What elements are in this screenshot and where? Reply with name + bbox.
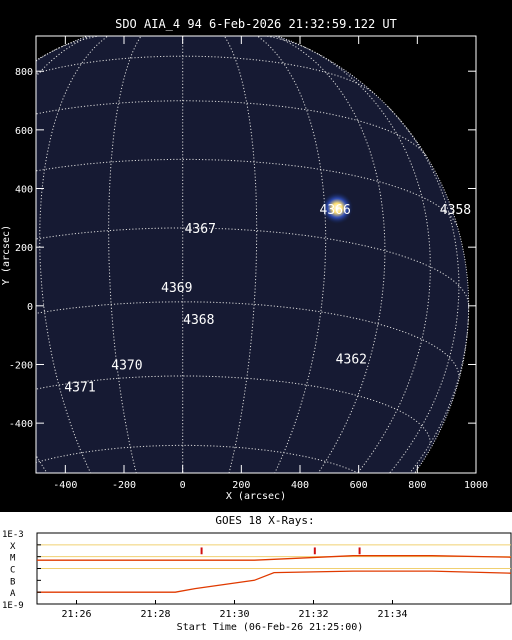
goes-y-tick-label: X [10,542,16,552]
y-tick-label: 800 [15,67,33,78]
goes-y-tick-label: C [10,566,15,576]
solar-title: SDO AIA_4 94 6-Feb-2026 21:32:59.122 UT [115,17,397,31]
goes-event-markers [200,547,361,555]
goes-panel: GOES 18 X-Rays: 1E-3 X M C B A 1E-9 21:26 21:28 2… [0,512,512,640]
longitude-line [108,36,142,473]
y-axis-label: Y (arcsec) [1,225,12,285]
longitude-line [306,47,431,473]
active-region-label: 4368 [183,313,214,328]
x-tick-label: 1000 [464,480,488,491]
goes-y-tick-label: 1E-3 [2,530,24,540]
active-region-label: 4370 [111,358,142,373]
y-tick-label: 400 [15,185,33,196]
active-region-label: 4367 [185,222,216,237]
goes-y-tick-label: 1E-9 [2,601,24,611]
goes-x-tick-label: 21:32 [298,609,328,620]
goes-class-gridlines [37,544,511,569]
goes-x-tick-label: 21:34 [377,609,407,620]
longitude-line [223,36,258,473]
active-region-brightening [321,192,354,225]
y-tick-label: -400 [9,419,33,430]
goes-title: GOES 18 X-Rays: [215,514,314,527]
x-tick-label: 200 [232,480,250,491]
goes-x-tick-label: 21:30 [219,609,249,620]
xray-flux-curve [37,570,512,593]
solar-axes: -400 -200 0 200 400 600 800 1000 800 600 400 200 0 -2… [9,36,488,491]
longitude-line [39,36,109,473]
goes-x-tick-label: 21:28 [140,609,170,620]
active-region-label: 4371 [64,380,95,395]
longitude-line [273,36,386,473]
x-axis-label: X (arcsec) [226,491,286,502]
longitude-line [409,305,470,473]
x-tick-label: 600 [350,480,368,491]
active-region-label: 4366 [320,203,351,218]
active-region-labels: 4366 4358 4367 4369 4368 4362 4370 4371 [64,203,471,395]
goes-y-tick-label: B [10,577,15,587]
latitude-line [40,505,326,512]
active-region-label: 4369 [161,281,192,296]
goes-x-tick-label: 21:26 [61,609,91,620]
plot-frame [35,35,477,474]
goes-y-tick-label: M [10,554,16,564]
y-tick-label: 600 [15,126,33,137]
x-tick-label: -400 [53,480,77,491]
x-tick-label: 400 [291,480,309,491]
longitude-line [387,106,460,473]
y-tick-label: 200 [15,243,33,254]
goes-x-label: Start Time (06-Feb-26 21:25:00) [177,622,364,633]
x-tick-label: 800 [408,480,426,491]
x-tick-label: 0 [180,480,186,491]
y-tick-label: -200 [9,360,33,371]
x-tick-label: -200 [112,480,136,491]
goes-y-tick-label: A [10,589,16,599]
active-region-label: 4362 [336,353,367,368]
active-region-label: 4358 [440,203,471,218]
xray-flux-curve [37,555,512,561]
y-tick-label: 0 [27,302,33,313]
latitude-line [58,36,307,49]
solar-image-plot: SDO AIA_4 94 6-Feb-2026 21:32:59.122 UT … [1,17,488,512]
solar-disk [36,36,469,473]
longitude-line [256,36,327,473]
goes-flux-curves [37,555,512,593]
